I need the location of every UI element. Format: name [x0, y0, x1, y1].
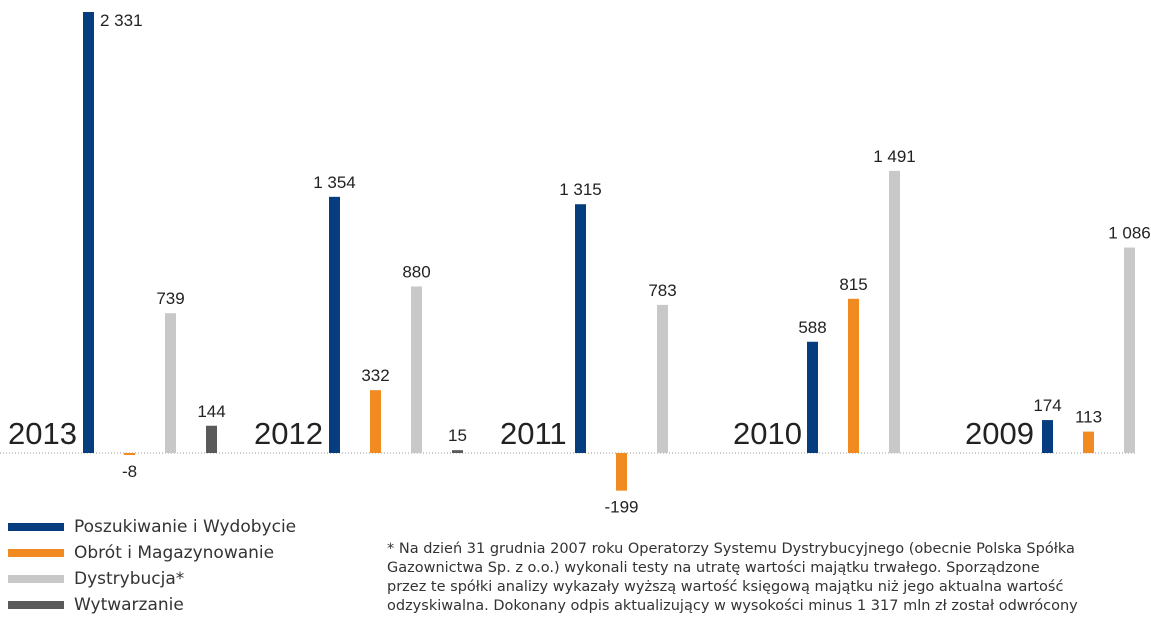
bar [1124, 247, 1135, 453]
bar [807, 341, 818, 453]
bar [206, 425, 217, 453]
group-label: 2010 [733, 416, 802, 451]
legend-swatch [8, 601, 64, 609]
group-label: 2013 [8, 416, 77, 451]
data-label: 174 [1033, 396, 1061, 415]
data-label: 1 086 [1108, 224, 1151, 243]
bar [889, 170, 900, 453]
data-label: -8 [122, 462, 137, 481]
legend-label: Wytwarzanie [74, 595, 184, 615]
bar [83, 12, 94, 453]
bar [370, 390, 381, 453]
data-label: 113 [1075, 408, 1102, 427]
legend-label: Dystrybucja* [74, 569, 185, 589]
chart-legend: Poszukiwanie i Wydobycie Obrót i Magazyn… [8, 514, 338, 618]
data-label: -199 [604, 498, 638, 517]
group-label: 2012 [254, 416, 323, 451]
bar [616, 453, 627, 491]
data-label: 332 [361, 366, 389, 385]
bar [657, 304, 668, 453]
legend-item: Poszukiwanie i Wydobycie [8, 514, 338, 540]
legend-swatch [8, 523, 64, 531]
footnote: * Na dzień 31 grudnia 2007 roku Operator… [387, 541, 1078, 614]
data-label: 1 315 [559, 180, 602, 199]
bar [124, 453, 135, 455]
legend-swatch [8, 549, 64, 557]
bar [575, 204, 586, 453]
bar [165, 313, 176, 453]
legend-label: Obrót i Magazynowanie [74, 543, 275, 563]
data-label: 739 [156, 289, 184, 308]
data-label: 15 [448, 426, 467, 445]
data-label: 588 [798, 318, 826, 337]
legend-swatch [8, 575, 64, 583]
legend-item: Obrót i Magazynowanie [8, 540, 338, 566]
bar [1042, 420, 1053, 453]
bar [848, 298, 859, 453]
group-label: 2011 [500, 416, 567, 451]
bar [452, 450, 463, 453]
data-label: 2 331 [100, 11, 143, 30]
data-label: 880 [402, 263, 430, 282]
data-label: 815 [839, 275, 867, 294]
legend-label: Poszukiwanie i Wydobycie [74, 517, 297, 537]
data-label: 1 354 [313, 173, 356, 192]
legend-item: Dystrybucja* [8, 566, 338, 592]
data-label: 1 491 [873, 147, 916, 166]
data-label: 783 [648, 281, 676, 300]
bar [329, 196, 340, 454]
bar [411, 286, 422, 453]
data-label: 144 [197, 402, 225, 421]
group-label: 2009 [965, 416, 1034, 451]
bar [1083, 431, 1094, 453]
legend-item: Wytwarzanie [8, 592, 338, 618]
